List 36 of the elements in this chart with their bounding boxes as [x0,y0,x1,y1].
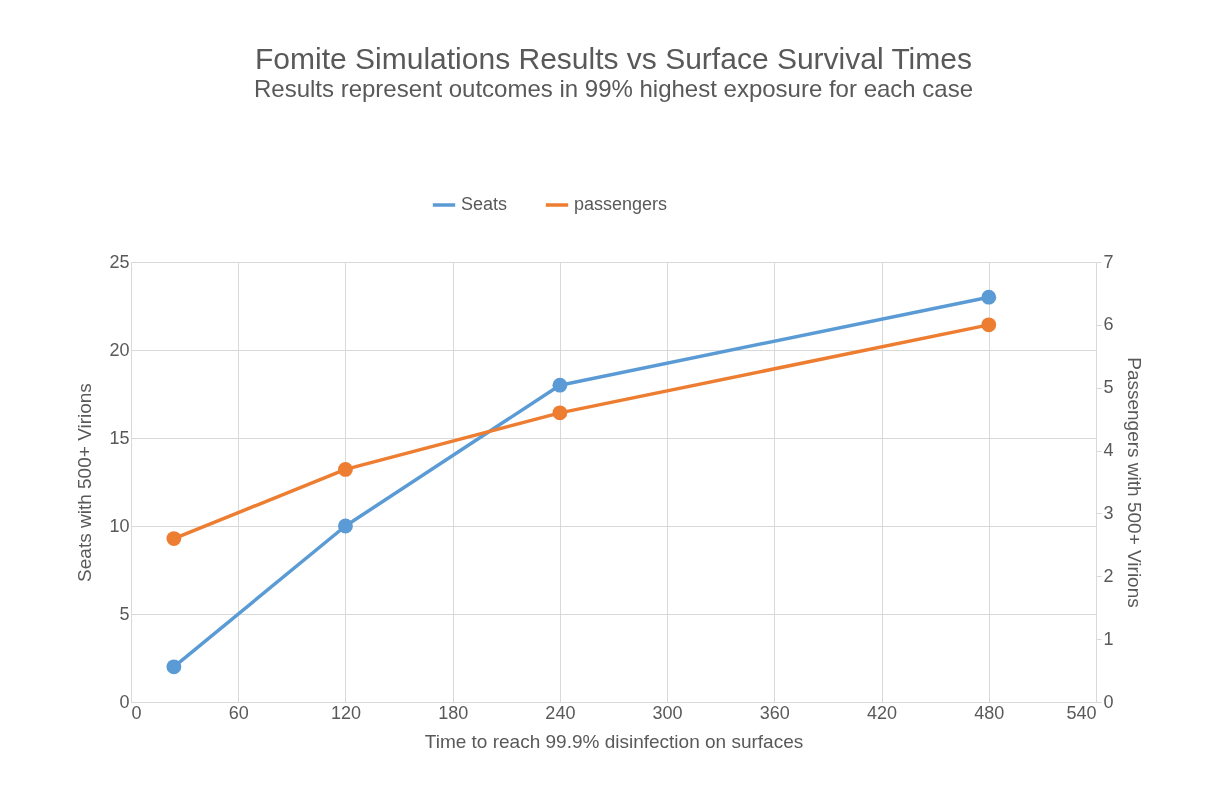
point [552,405,568,421]
y2-tick-label: 3 [1103,502,1114,523]
x-tick-label: 360 [759,702,790,723]
y-tick-label: 25 [109,251,130,272]
point [166,659,182,675]
x-tick-label: 60 [228,702,249,723]
y2-tick-label: 5 [1103,377,1114,398]
x-tick-label: 300 [652,702,683,723]
point [338,518,353,534]
x-tick-label: 120 [330,702,361,723]
x-tick-label: 180 [438,702,469,723]
y2-axis-title: Passengers with 500+ Virions [1123,357,1145,608]
y-tick-label: 20 [109,339,130,360]
y2-tick-label: 1 [1103,628,1114,649]
x-tick-label: 420 [867,702,898,723]
x-tick-label: 540 [1066,702,1097,723]
y-tick-label: 5 [119,603,130,624]
point [981,289,997,305]
y2-tick-label: 2 [1103,565,1114,586]
chart-title: Fomite Simulations Results vs Surface Survival Times [255,42,972,75]
legend-label: Seats [461,194,508,214]
point [338,462,353,477]
x-tick-label: 240 [545,702,576,723]
point [981,317,997,333]
point [166,531,182,546]
y2-tick-label: 6 [1103,314,1114,335]
point [552,377,568,393]
legend-label: passengers [574,194,668,214]
y-axis-title: Seats with 500+ Virions [74,383,96,582]
x-axis-title: Time to reach 99.9% disinfection on surfaces [424,730,804,752]
y2-tick-label: 7 [1103,251,1114,272]
x-tick-label: 480 [974,702,1005,723]
y-tick-label: 10 [109,515,130,536]
y2-tick-label: 4 [1103,440,1114,461]
chart-subtitle: Results represent outcomes in 99% highest exposure for each case [253,75,974,102]
y-tick-label: 15 [109,427,130,448]
